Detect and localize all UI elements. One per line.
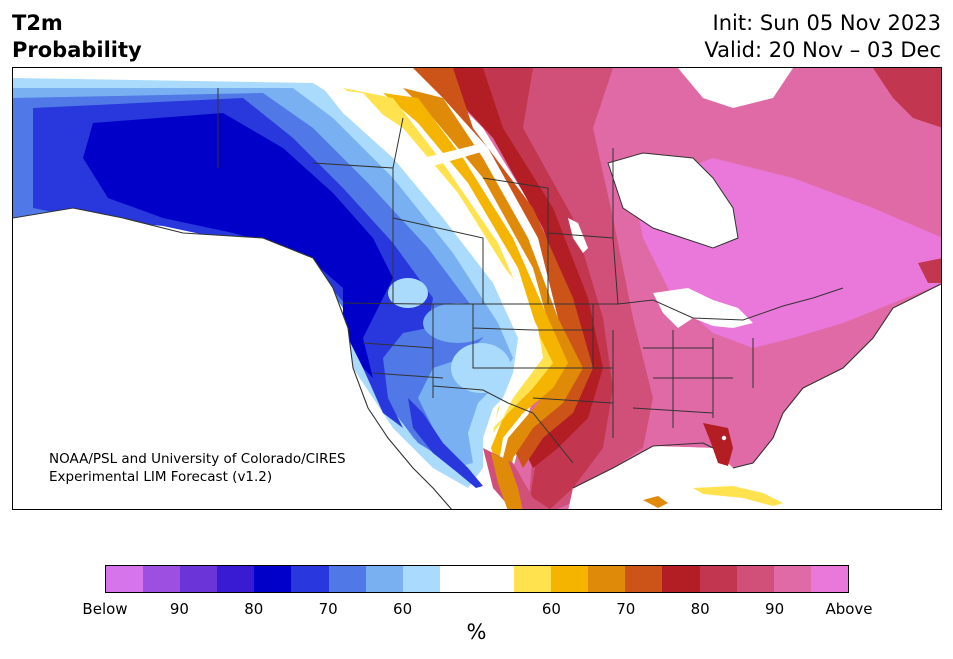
colorbar-segment	[365, 566, 403, 592]
provinces	[312, 117, 619, 305]
colorbar-unit: %	[466, 620, 487, 644]
forecast-map	[12, 67, 942, 510]
cold-zone-deep-blue	[83, 113, 393, 378]
colorbar-segment	[180, 566, 218, 592]
credit-text: NOAA/PSL and University of Colorado/CIRE…	[49, 450, 346, 486]
colorbar-ticks: Below 90 80 70 60 60 70 80 90 Above	[82, 600, 872, 620]
us-canada-border	[342, 287, 844, 321]
init-date: Init: Sun 05 Nov 2023	[712, 11, 941, 35]
colorbar-segment	[254, 566, 292, 592]
greenland-edge	[873, 68, 941, 128]
colorbar-segment	[699, 566, 737, 592]
chart-title: T2m Probability	[12, 10, 142, 64]
colorbar-tick-label: Above	[825, 600, 873, 618]
colorbar-tick-label: 80	[244, 600, 264, 618]
cuba	[693, 486, 783, 506]
florida-marker	[721, 435, 727, 441]
colorbar-segment	[106, 566, 144, 592]
caribbean-islands	[643, 496, 668, 508]
borders	[217, 88, 844, 464]
credit-line-2: Experimental LIM Forecast (v1.2)	[49, 469, 273, 485]
title-line-1: T2m	[12, 11, 63, 35]
states-central	[532, 304, 614, 438]
great-slave-lake	[423, 143, 488, 166]
colorbar-tick-label: 60	[393, 600, 413, 618]
colorbar-segment	[662, 566, 700, 592]
colorbar-tick-label: 60	[541, 600, 561, 618]
credit-line-1: NOAA/PSL and University of Colorado/CIRE…	[49, 451, 346, 467]
forecast-dates: Init: Sun 05 Nov 2023 Valid: 20 Nov – 03…	[704, 10, 941, 64]
atlantic-ocean	[733, 284, 941, 509]
colorbar-tick-label: 70	[318, 600, 338, 618]
colorbar-segment	[810, 566, 848, 592]
colorbar	[105, 565, 849, 593]
coastline	[13, 207, 941, 509]
gulf-of-mexico	[568, 446, 733, 509]
colorbar-segment	[143, 566, 181, 592]
colorbar-segment	[291, 566, 329, 592]
colorbar-segment	[773, 566, 811, 592]
colorbar-segment	[514, 566, 552, 592]
colorbar-tick-label: 90	[169, 600, 189, 618]
warm-zone-orange	[403, 88, 583, 498]
baja-peninsula	[408, 398, 483, 488]
florida	[703, 423, 733, 466]
warm-zone-red	[428, 68, 603, 468]
colorbar-tick-label: 70	[616, 600, 636, 618]
colorbar-segment	[439, 566, 477, 592]
map-svg	[13, 68, 941, 509]
states-west	[362, 304, 534, 398]
hudson-bay	[608, 153, 738, 248]
colorbar-tick-label: 80	[690, 600, 710, 618]
us-mexico-border	[432, 385, 574, 464]
colorbar-segment	[217, 566, 255, 592]
colorbar-segment	[328, 566, 366, 592]
colorbar-segment	[402, 566, 440, 592]
pacific-ocean	[13, 208, 452, 509]
mexico-mainland-orange	[491, 453, 523, 509]
colorbar-segment	[476, 566, 515, 592]
title-line-2: Probability	[12, 38, 142, 62]
warm-zone-gold	[383, 93, 568, 468]
valid-period: Valid: 20 Nov – 03 Dec	[704, 38, 941, 62]
colorbar-tick-label: Below	[82, 600, 128, 618]
cold-patch-rockies	[423, 303, 493, 343]
colorbar-segment	[736, 566, 774, 592]
colorbar-segment	[625, 566, 663, 592]
colorbar-tick-label: 90	[765, 600, 785, 618]
great-lakes	[653, 288, 753, 328]
hudson-bay-outline	[607, 152, 739, 249]
cold-patch-basin	[388, 278, 428, 308]
arctic-waters	[678, 68, 793, 108]
warm-zone-rust	[413, 68, 593, 468]
newfoundland	[918, 258, 941, 283]
states-east	[632, 330, 754, 428]
colorbar-segment	[588, 566, 626, 592]
colorbar-segment	[551, 566, 589, 592]
